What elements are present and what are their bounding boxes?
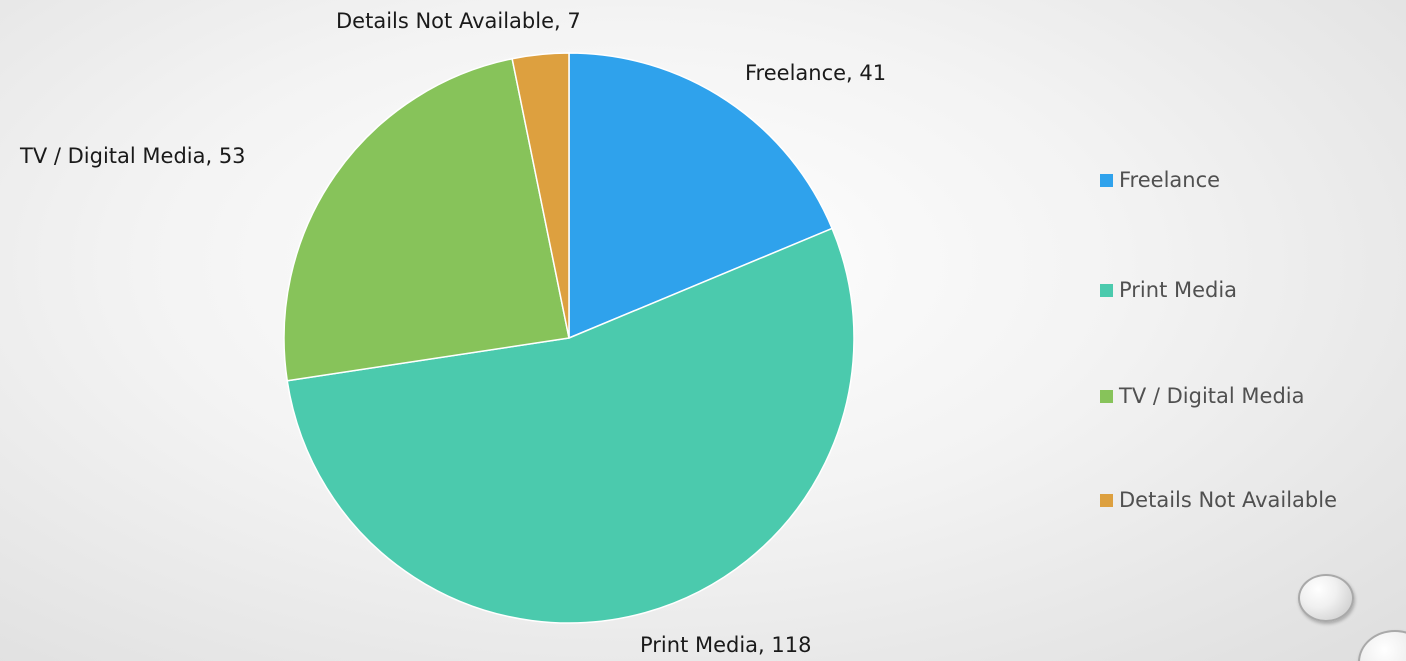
legend-item-details-not-available: Details Not Available	[1100, 488, 1337, 512]
legend-item-freelance: Freelance	[1100, 168, 1220, 192]
legend-swatch-details-not-available	[1100, 493, 1113, 507]
decorative-orb	[1298, 574, 1354, 622]
data-label-details-not-available: Details Not Available, 7	[336, 9, 581, 33]
pie-slice-details-not-available	[511, 52, 570, 339]
legend-label: Print Media	[1119, 278, 1238, 302]
data-label-print-media: Print Media, 118	[640, 633, 812, 657]
pie-slices	[283, 52, 855, 624]
pie-slice-freelance	[568, 52, 834, 340]
data-label-freelance: Freelance, 41	[745, 61, 886, 85]
legend-swatch-tv-digital-media	[1100, 389, 1113, 403]
legend-swatch-print-media	[1100, 283, 1113, 297]
legend-label: TV / Digital Media	[1119, 384, 1305, 408]
legend-item-tv-digital-media: TV / Digital Media	[1100, 384, 1304, 408]
legend-swatch-freelance	[1100, 173, 1113, 187]
data-label-tv-digital-media: TV / Digital Media, 53	[19, 144, 246, 168]
pie-slice-print-media	[286, 227, 855, 624]
legend-label: Details Not Available	[1119, 488, 1337, 512]
pie-data-labels: Freelance, 41 Print Media, 118 TV / Digita…	[19, 9, 886, 657]
legend-item-print-media: Print Media	[1100, 278, 1237, 302]
pie-slice-tv-digital-media	[283, 57, 570, 382]
legend-label: Freelance	[1119, 168, 1221, 192]
